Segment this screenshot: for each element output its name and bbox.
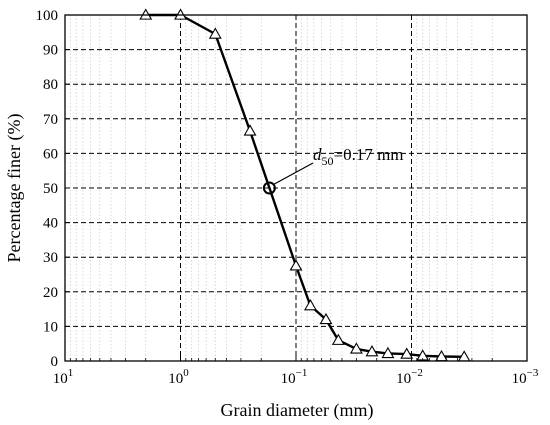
x-tick-label: 100 <box>168 367 189 387</box>
data-point-triangle <box>400 347 414 359</box>
series-line <box>145 13 465 358</box>
y-tick-label: 40 <box>43 216 58 232</box>
data-point-triangle <box>349 342 363 354</box>
y-axis-label: Percentage finer (%) <box>4 114 25 263</box>
x-tick-label: 10−2 <box>396 367 423 387</box>
d50-annotation-label: d50=0.17 mm <box>313 145 404 168</box>
axis-ticks: 0 10 20 30 40 50 60 70 80 90 100 101 100 10−1 10−2 10−3 <box>36 8 539 387</box>
y-tick-label: 20 <box>43 285 58 301</box>
y-tick-label: 80 <box>43 77 58 93</box>
data-point-triangle <box>365 345 379 357</box>
y-tick-label: 50 <box>43 181 58 197</box>
y-tick-label: 100 <box>36 8 59 24</box>
y-tick-label: 0 <box>51 354 59 370</box>
series-curve <box>145 13 465 358</box>
y-tick-label: 30 <box>43 250 58 266</box>
data-point-triangle <box>174 8 187 20</box>
x-tick-label: 10−1 <box>281 367 308 387</box>
data-point-triangle <box>208 27 222 39</box>
data-point-triangle <box>289 259 303 271</box>
y-tick-label: 70 <box>43 112 58 128</box>
annotation-leader-line <box>274 162 314 185</box>
data-point-triangle <box>381 346 395 359</box>
d50-annotation: d50=0.17 mm <box>262 145 404 195</box>
data-point-triangle <box>243 124 257 136</box>
y-tick-label: 60 <box>43 146 58 162</box>
data-markers <box>139 8 471 362</box>
x-tick-label: 101 <box>53 367 74 387</box>
data-point-triangle <box>319 312 333 325</box>
data-point-triangle <box>303 299 317 311</box>
data-point-triangle <box>139 8 153 20</box>
grid-lines <box>65 15 527 361</box>
d50-marker-circle <box>262 181 276 195</box>
y-tick-label: 10 <box>43 319 58 335</box>
x-tick-label: 10−3 <box>512 367 539 387</box>
data-point-triangle <box>331 333 345 345</box>
x-axis-label: Grain diameter (mm) <box>221 400 374 421</box>
y-tick-label: 90 <box>43 43 58 59</box>
